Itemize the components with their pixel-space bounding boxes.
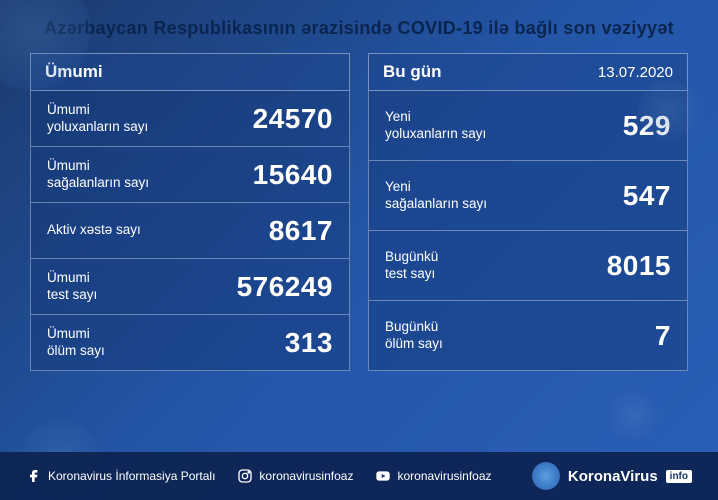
- brand-suffix: info: [666, 470, 692, 483]
- stat-label: Aktiv xəstə sayı: [47, 222, 141, 239]
- panel-total: Ümumi Ümumiyoluxanların sayı 24570 Ümumi…: [30, 53, 350, 371]
- stat-value: 576249: [237, 271, 333, 303]
- stat-value: 313: [285, 327, 333, 359]
- stat-value: 15640: [253, 159, 333, 191]
- brand-virus-icon: [532, 462, 560, 490]
- footer-youtube: koronavirusinfoaz: [375, 468, 491, 484]
- footer-links: Koronavirus İnformasiya Portalı koronavi…: [26, 468, 492, 484]
- instagram-icon: [237, 468, 253, 484]
- stat-row: Bugünkütest sayı 8015: [368, 231, 688, 301]
- stat-row: Ümumitest sayı 576249: [30, 259, 350, 315]
- panel-today-header: Bu gün 13.07.2020: [368, 53, 688, 91]
- panel-today-title: Bu gün: [383, 62, 442, 82]
- brand-text: KoronaVirus: [568, 468, 658, 485]
- footer-instagram: koronavirusinfoaz: [237, 468, 353, 484]
- stat-label: Yenisağalanların sayı: [385, 179, 487, 213]
- footer-facebook: Koronavirus İnformasiya Portalı: [26, 468, 215, 484]
- panels-container: Ümumi Ümumiyoluxanların sayı 24570 Ümumi…: [0, 39, 718, 371]
- stat-row: Ümumiyoluxanların sayı 24570: [30, 91, 350, 147]
- stat-row: Ümumiölüm sayı 313: [30, 315, 350, 371]
- youtube-icon: [375, 468, 391, 484]
- panel-today-date: 13.07.2020: [598, 64, 673, 81]
- stat-label: Yeniyoluxanların sayı: [385, 109, 486, 143]
- page-title: Azərbaycan Respublikasının ərazisində CO…: [0, 0, 718, 39]
- footer: Koronavirus İnformasiya Portalı koronavi…: [0, 452, 718, 500]
- stat-value: 7: [655, 320, 671, 352]
- stat-row: Ümumisağalanların sayı 15640: [30, 147, 350, 203]
- stat-label: Ümumiölüm sayı: [47, 326, 105, 360]
- stat-value: 8617: [269, 215, 333, 247]
- stat-value: 24570: [253, 103, 333, 135]
- brand: KoronaVirus info: [532, 462, 692, 490]
- stat-label: Ümumitest sayı: [47, 270, 97, 304]
- stat-row: Yenisağalanların sayı 547: [368, 161, 688, 231]
- footer-facebook-label: Koronavirus İnformasiya Portalı: [48, 469, 215, 483]
- stat-row: Bugünküölüm sayı 7: [368, 301, 688, 371]
- virus-decoration: [638, 80, 698, 140]
- footer-youtube-label: koronavirusinfoaz: [397, 469, 491, 483]
- stat-value: 8015: [607, 250, 671, 282]
- stat-value: 547: [623, 180, 671, 212]
- facebook-icon: [26, 468, 42, 484]
- virus-decoration: [608, 390, 658, 440]
- stat-label: Bugünküölüm sayı: [385, 319, 443, 353]
- stat-label: Bugünkütest sayı: [385, 249, 438, 283]
- stat-label: Ümumiyoluxanların sayı: [47, 102, 148, 136]
- stat-row: Aktiv xəstə sayı 8617: [30, 203, 350, 259]
- stat-label: Ümumisağalanların sayı: [47, 158, 149, 192]
- footer-instagram-label: koronavirusinfoaz: [259, 469, 353, 483]
